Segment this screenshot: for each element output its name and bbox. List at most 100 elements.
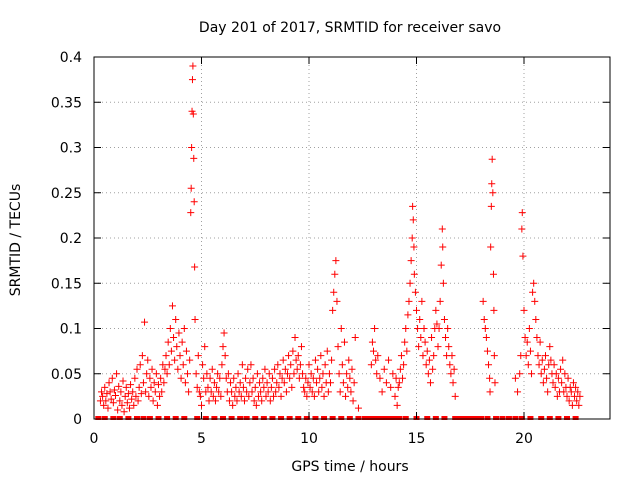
data-point xyxy=(204,383,212,391)
zero-marker xyxy=(202,416,209,420)
data-point xyxy=(393,401,401,409)
data-point xyxy=(400,361,408,369)
data-point xyxy=(561,370,569,378)
data-point xyxy=(296,361,304,369)
data-point xyxy=(402,325,410,332)
data-point xyxy=(276,370,284,378)
zero-marker xyxy=(329,416,336,420)
data-point xyxy=(487,243,495,251)
data-point xyxy=(524,361,532,369)
data-point xyxy=(188,144,196,151)
grid-lines xyxy=(94,57,610,419)
x-tick-label: 15 xyxy=(408,431,426,447)
data-point xyxy=(551,383,559,391)
data-point xyxy=(104,404,112,412)
data-point xyxy=(251,383,259,391)
data-point xyxy=(186,356,194,364)
data-point xyxy=(189,62,197,70)
data-point xyxy=(102,397,110,405)
data-point xyxy=(138,352,146,360)
data-point xyxy=(211,397,219,405)
data-point xyxy=(439,243,447,251)
data-point xyxy=(445,343,453,351)
data-point xyxy=(396,365,404,373)
data-point xyxy=(228,388,236,396)
data-point xyxy=(272,388,280,396)
data-point xyxy=(237,392,245,400)
zero-marker xyxy=(181,416,188,420)
data-point xyxy=(114,406,122,414)
data-point xyxy=(480,315,488,323)
data-point xyxy=(305,361,313,369)
data-point xyxy=(156,392,164,400)
data-point xyxy=(137,390,145,398)
data-point xyxy=(434,343,442,351)
y-tick-label: 0.3 xyxy=(60,141,82,157)
y-tick-label: 0.05 xyxy=(51,367,82,383)
data-point xyxy=(488,155,496,163)
data-point xyxy=(214,370,222,378)
data-point xyxy=(336,388,344,396)
data-point xyxy=(568,401,576,409)
zero-marker xyxy=(392,416,398,420)
zero-marker xyxy=(555,416,562,420)
data-point xyxy=(280,379,288,387)
data-point xyxy=(525,325,533,332)
data-point xyxy=(532,315,540,323)
zero-marker xyxy=(95,416,102,420)
zero-marker xyxy=(484,416,491,420)
data-point xyxy=(345,356,353,364)
data-point xyxy=(482,334,490,342)
data-point xyxy=(405,297,413,305)
data-point xyxy=(109,399,117,407)
data-point xyxy=(542,352,549,360)
data-point xyxy=(231,392,239,400)
zero-marker xyxy=(478,416,484,420)
data-point xyxy=(325,370,333,378)
data-point xyxy=(164,338,172,346)
data-point xyxy=(249,374,257,382)
zero-marker xyxy=(220,416,226,420)
x-tick-label: 0 xyxy=(90,431,99,447)
data-point xyxy=(261,365,269,373)
data-point xyxy=(397,352,405,360)
data-point xyxy=(428,334,436,342)
data-point xyxy=(539,379,547,387)
data-point xyxy=(530,279,538,287)
data-point xyxy=(430,352,438,360)
data-point xyxy=(187,209,195,217)
data-point xyxy=(185,388,193,396)
data-point xyxy=(217,392,225,400)
data-point xyxy=(98,388,106,396)
data-point xyxy=(266,397,274,405)
data-point xyxy=(278,374,286,382)
data-point xyxy=(282,388,290,396)
data-point xyxy=(199,361,207,369)
data-point xyxy=(329,306,337,314)
data-point xyxy=(314,365,322,373)
data-point xyxy=(370,347,377,355)
data-point xyxy=(248,388,256,396)
zero-marker xyxy=(252,416,259,420)
data-point xyxy=(448,352,456,360)
x-axis-label: GPS time / hours xyxy=(291,459,408,475)
data-point xyxy=(190,198,198,206)
data-point xyxy=(263,379,271,387)
y-tick-label: 0.4 xyxy=(60,50,82,66)
data-point xyxy=(389,370,397,378)
data-point xyxy=(376,374,384,382)
zero-marker xyxy=(164,416,171,420)
data-point xyxy=(286,374,294,382)
data-point xyxy=(410,243,418,251)
data-point xyxy=(564,374,572,382)
x-tick-label: 5 xyxy=(197,431,206,447)
zero-marker xyxy=(211,416,218,420)
data-point xyxy=(537,370,545,378)
data-point xyxy=(569,379,577,387)
zero-marker xyxy=(194,416,201,420)
data-point xyxy=(409,216,417,224)
data-point xyxy=(417,334,425,342)
data-point xyxy=(444,325,452,332)
data-point xyxy=(178,338,186,346)
data-point xyxy=(350,379,358,387)
